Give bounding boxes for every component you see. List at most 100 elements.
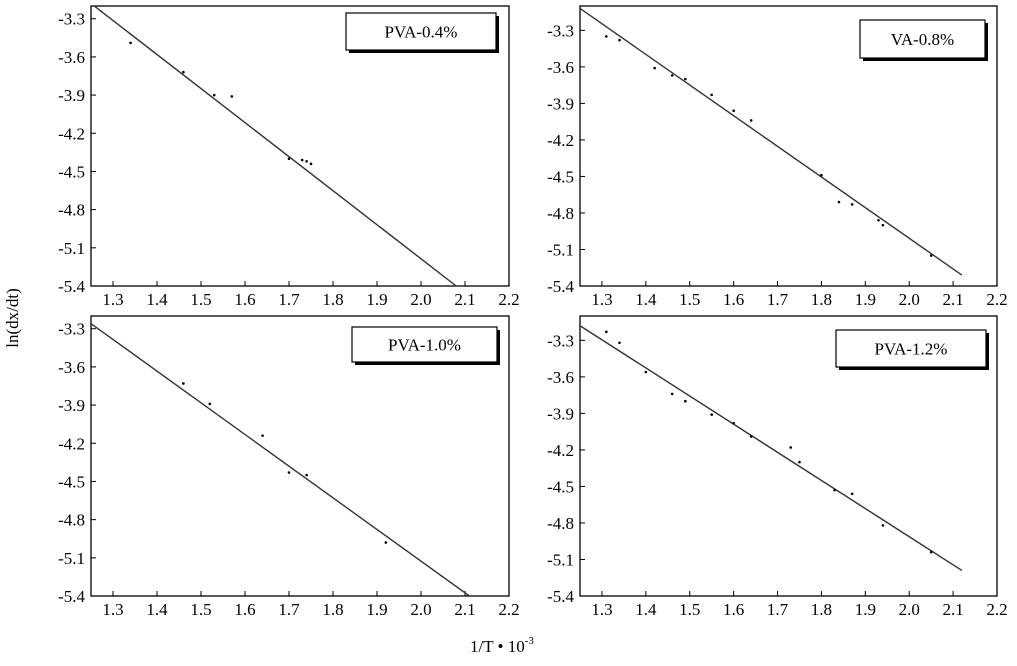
x-tick-label: 1.9 [366,600,387,619]
x-tick-label: 1.8 [322,600,343,619]
y-tick-label: -3.9 [547,94,574,113]
data-point [833,488,836,492]
data-point [881,524,885,527]
data-point [850,492,854,496]
y-tick-label: -5.1 [547,240,574,259]
panels: 1.3 1.4 1.5 1.6 1.7 1.8 1.9 2.0 2.1 2.2 -3.3 -3.6 -3… [58,5,1008,619]
data-point [710,93,713,97]
data-point [300,158,304,162]
data-point [212,93,216,97]
legend-label: VA-0.8% [891,30,954,49]
y-tick-label: -4.8 [58,511,85,530]
data-point [850,203,854,206]
data-point [305,473,308,477]
x-axis-title-base: 1/T • 10 [470,637,525,656]
x-tick-label: 1.4 [635,290,657,309]
data-point [309,162,313,166]
x-tick-label: 1.6 [723,290,744,309]
x-tick-label: 1.7 [278,290,300,309]
x-tick-label: 2.1 [454,290,475,309]
data-point [710,413,713,416]
data-point [182,382,185,385]
fit-line [580,325,963,572]
fit-line [91,323,470,596]
y-axis-title: ln(dx/dt) [3,288,22,348]
y-tick-label: -3.3 [58,320,85,339]
data-point [837,200,841,204]
data-point [129,41,132,45]
y-tick-label: -4.5 [58,162,85,181]
x-tick-label: 1.5 [190,600,211,619]
x-tick-label: 2.0 [410,290,431,309]
x-tick-label: 1.9 [366,290,387,309]
x-axis-title: 1/T • 10-3 [470,635,534,656]
data-point [261,434,264,437]
x-tick-label: 1.3 [102,600,123,619]
x-tick-label: 2.0 [899,600,920,619]
legend-label: PVA-0.4% [385,23,458,42]
x-tick-label: 1.3 [591,600,612,619]
x-tick-label: 2.2 [498,600,519,619]
y-tick-label: -3.9 [58,396,85,415]
x-tick-label: 1.6 [234,600,255,619]
x-tick-label: 1.3 [102,290,123,309]
x-tick-label: 1.4 [635,600,657,619]
y-tick-label: -5.1 [547,550,574,569]
y-tick-label: -3.6 [547,368,574,387]
data-point [798,460,801,464]
data-point [287,471,291,474]
plot-frame [90,315,510,597]
x-tick-label: 1.3 [591,290,612,309]
fit-line [93,6,457,286]
y-tick-label: -4.2 [547,131,574,150]
x-tick-label: 2.1 [942,600,963,619]
y-tick-label: -3.3 [547,331,574,350]
data-point [670,392,674,396]
x-tick-label: 1.8 [811,290,832,309]
y-tick-label: -3.6 [58,358,85,377]
data-point [877,218,880,222]
y-tick-label: -3.9 [547,404,574,423]
y-tick-label: -4.5 [58,472,85,491]
panel-4: 1.3 1.4 1.5 1.6 1.7 1.8 1.9 2.0 2.1 2.2 -3.3 -3.6 -3… [547,315,1008,619]
data-point [618,38,621,42]
y-tick-label: -3.3 [547,21,574,40]
y-tick-label: -5.4 [547,277,574,296]
x-tick-label: 2.1 [942,290,963,309]
y-tick-label: -4.2 [547,441,574,460]
x-tick-label: 2.2 [498,290,519,309]
data-point [929,550,933,554]
x-tick-label: 1.4 [146,290,168,309]
panel-3: 1.3 1.4 1.5 1.6 1.7 1.8 1.9 2.0 2.1 2.2 -3.3 -3.6 -3… [58,315,520,619]
x-tick-label: 2.2 [986,600,1007,619]
y-tick-label: -4.8 [547,514,574,533]
x-tick-label: 2.0 [410,600,431,619]
y-tick-label: -4.2 [58,434,85,453]
data-point [929,254,933,257]
panel-2: 1.3 1.4 1.5 1.6 1.7 1.8 1.9 2.0 2.1 2.2 -3.3 -3.6 -3… [547,5,1008,309]
x-tick-label: 1.5 [679,600,700,619]
x-tick-label: 1.5 [679,290,700,309]
x-tick-label: 1.7 [767,600,789,619]
data-point [384,541,388,544]
x-tick-label: 2.1 [454,600,475,619]
data-point [684,399,687,403]
fit-line [580,7,963,276]
data-point [881,223,885,227]
y-tick-label: -3.9 [58,86,85,105]
y-tick-label: -4.2 [58,124,85,143]
x-tick-label: 1.6 [723,600,744,619]
y-tick-label: -5.4 [547,587,574,606]
panel-1: 1.3 1.4 1.5 1.6 1.7 1.8 1.9 2.0 2.1 2.2 -3.3 -3.6 -3… [58,5,520,309]
x-tick-label: 1.4 [146,600,168,619]
legend-label: PVA-1.0% [388,336,461,355]
data-point [670,74,674,77]
x-tick-label: 1.8 [322,290,343,309]
data-point [684,77,687,81]
y-tick-label: -4.5 [547,477,574,496]
x-tick-label: 1.7 [278,600,300,619]
y-tick-label: -4.5 [547,167,574,186]
data-point [605,330,608,334]
data-point [618,341,621,345]
